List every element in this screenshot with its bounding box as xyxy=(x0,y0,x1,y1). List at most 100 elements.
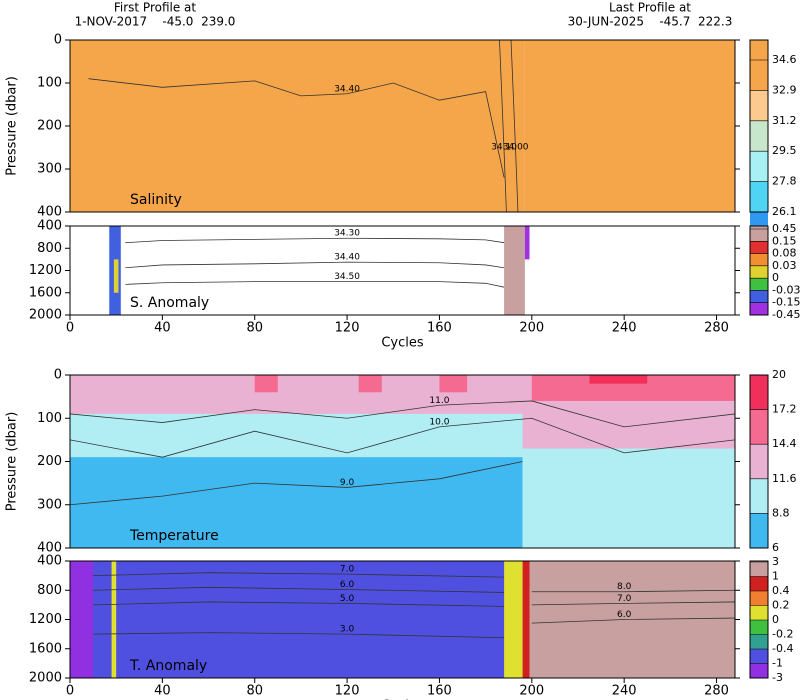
x-tick-label: 280 xyxy=(704,321,729,336)
colorbar-tick-label: 6 xyxy=(772,541,779,554)
colorbar-tick-label: -3 xyxy=(772,671,783,684)
colorbar-tick-label: 0.08 xyxy=(772,247,797,260)
x-tick-label: 160 xyxy=(427,684,452,699)
contour-line xyxy=(125,281,505,288)
x-tick-label: 200 xyxy=(519,321,544,336)
colorbar-tick-label: 0 xyxy=(772,271,779,284)
x-tick-label: 200 xyxy=(519,684,544,699)
field-region xyxy=(358,375,382,393)
colorbar-tick-label: 0.03 xyxy=(772,259,797,272)
colorbar-tick-label: 11.6 xyxy=(772,472,797,485)
contour-label: 11.0 xyxy=(429,396,449,406)
header-first-info: 1-NOV-2017 -45.0 239.0 xyxy=(75,15,236,29)
colorbar-tick-label: 3 xyxy=(772,555,779,568)
colorbar-tick-label: -0.45 xyxy=(772,308,800,321)
contour-label: 5.0 xyxy=(340,594,355,604)
x-tick-label: 240 xyxy=(612,684,637,699)
y-tick-label: 2000 xyxy=(29,308,62,323)
contour-label: 9.0 xyxy=(340,478,355,488)
colorbar-tick-label: 34.6 xyxy=(772,53,797,66)
colorbar-band xyxy=(750,265,768,279)
field-region xyxy=(254,375,278,393)
colorbar-tick-label: 29.5 xyxy=(772,144,797,157)
colorbar-tick-label: 27.8 xyxy=(772,175,797,188)
contour-label: 34.40 xyxy=(334,253,360,263)
colorbar-tick-label: -1 xyxy=(772,657,783,670)
colorbar-band xyxy=(750,663,768,678)
colorbar-band xyxy=(750,241,768,254)
panel-label: S. Anomaly xyxy=(130,295,209,311)
colorbar-tick-label: -0.03 xyxy=(772,283,800,296)
field-region xyxy=(524,226,530,260)
colorbar-tick-label: 0.4 xyxy=(772,584,790,597)
header-first-title: First Profile at xyxy=(114,1,197,15)
field-region xyxy=(522,561,530,678)
colorbar-tick-label: 31.2 xyxy=(772,114,797,127)
x-tick-label: 0 xyxy=(66,684,74,699)
contour-line xyxy=(499,40,507,212)
colorbar-band xyxy=(750,591,768,606)
contour-line xyxy=(125,261,505,269)
colorbar-band xyxy=(750,576,768,591)
field-region xyxy=(439,375,468,393)
plot-area: 34.30 34.40 34.50 xyxy=(70,226,735,315)
field-region xyxy=(111,561,117,678)
contour-label: 7.0 xyxy=(340,565,355,575)
panel-label: Salinity xyxy=(130,192,182,208)
contour-label: 34.50 xyxy=(334,272,360,282)
colorbar-band xyxy=(750,120,768,152)
y-tick-label: 400 xyxy=(37,554,62,569)
field-region xyxy=(504,226,525,315)
x-tick-label: 120 xyxy=(335,684,360,699)
colorbar-tick-label: 0.2 xyxy=(772,599,790,612)
plot-background xyxy=(70,226,735,315)
y-tick-label: 100 xyxy=(37,76,62,91)
colorbar-tick-label: 14.4 xyxy=(772,437,797,450)
field-region xyxy=(589,375,648,384)
plot-area: 7.0 6.0 5.0 3.0 8.0 7.0 6.0 xyxy=(70,561,735,678)
y-tick-label: 200 xyxy=(37,454,62,469)
contour-label: 34.40 xyxy=(334,84,360,94)
y-tick-label: 300 xyxy=(37,162,62,177)
contour-line xyxy=(93,601,505,607)
colorbar-band xyxy=(750,444,768,479)
colorbar-band xyxy=(750,649,768,664)
contour-line xyxy=(70,400,735,428)
colorbar-tick-label: 8.8 xyxy=(772,506,790,519)
colorbar-band xyxy=(750,229,768,242)
y-tick-label: 400 xyxy=(37,541,62,556)
colorbar-band xyxy=(750,278,768,291)
field-region xyxy=(70,561,523,678)
x-tick-label: 0 xyxy=(66,321,74,336)
colorbar-band xyxy=(750,40,768,60)
contour-label: 34.10 xyxy=(491,142,517,152)
contour-line xyxy=(93,572,505,578)
contour-line xyxy=(93,586,505,593)
colorbar-tick-label: -0.4 xyxy=(772,642,793,655)
y-tick-label: 400 xyxy=(37,219,62,234)
y-tick-label: 300 xyxy=(37,497,62,512)
colorbar-band xyxy=(750,634,768,649)
contour-line xyxy=(70,461,523,506)
x-tick-label: 40 xyxy=(154,321,171,336)
colorbar-tick-label: 0.15 xyxy=(772,234,797,247)
y-tick-label: 1200 xyxy=(29,263,62,278)
contour-label: 3.0 xyxy=(340,625,355,635)
header-last-title: Last Profile at xyxy=(609,1,691,15)
colorbar-band xyxy=(750,151,768,182)
contour-label: 6.0 xyxy=(340,580,355,590)
contour-label: 10.0 xyxy=(429,417,449,427)
colorbar-tick-label: -0.15 xyxy=(772,296,800,309)
y-tick-label: 2000 xyxy=(29,671,62,686)
y-tick-label: 1200 xyxy=(29,612,62,627)
contour-label: 7.0 xyxy=(617,594,632,604)
colorbar-tick-label: 1 xyxy=(772,570,779,583)
x-tick-label: 40 xyxy=(154,684,171,699)
y-axis-label: Pressure (dbar) xyxy=(5,412,20,512)
field-region xyxy=(504,561,523,678)
contour-line xyxy=(88,78,505,178)
y-tick-label: 800 xyxy=(37,241,62,256)
y-tick-label: 800 xyxy=(37,583,62,598)
